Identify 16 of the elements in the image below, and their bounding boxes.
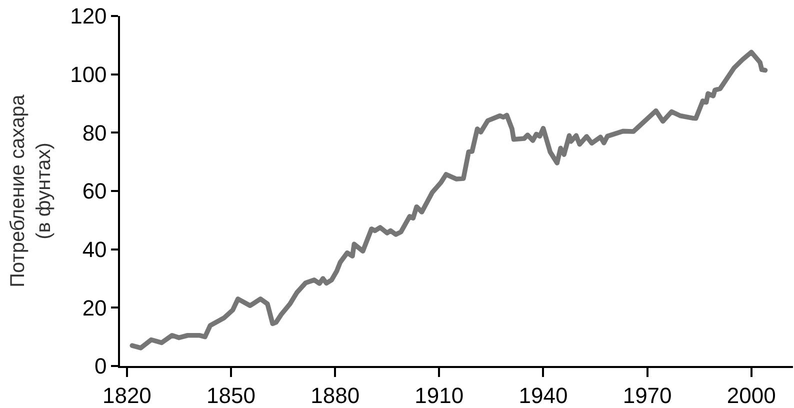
x-tick-label: 1850 xyxy=(206,383,256,408)
x-tick-label: 1970 xyxy=(622,383,672,408)
x-tick-label: 1880 xyxy=(310,383,360,408)
y-tick-label: 40 xyxy=(82,237,107,262)
x-tick-label: 1940 xyxy=(518,383,568,408)
x-tick-label: 1820 xyxy=(102,383,152,408)
y-tick-label: 60 xyxy=(82,178,107,204)
y-tick-label: 20 xyxy=(82,295,107,320)
y-tick-label: 120 xyxy=(70,4,107,29)
y-tick-label: 80 xyxy=(82,120,107,146)
y-tick-label: 100 xyxy=(70,62,107,88)
x-tick-label: 2000 xyxy=(726,383,776,408)
y-axis-title: Потребление сахара (в фунтах) xyxy=(7,94,56,288)
x-tick-label: 1910 xyxy=(414,383,464,408)
line-series xyxy=(130,50,768,350)
y-tick-label: 0 xyxy=(94,354,107,379)
